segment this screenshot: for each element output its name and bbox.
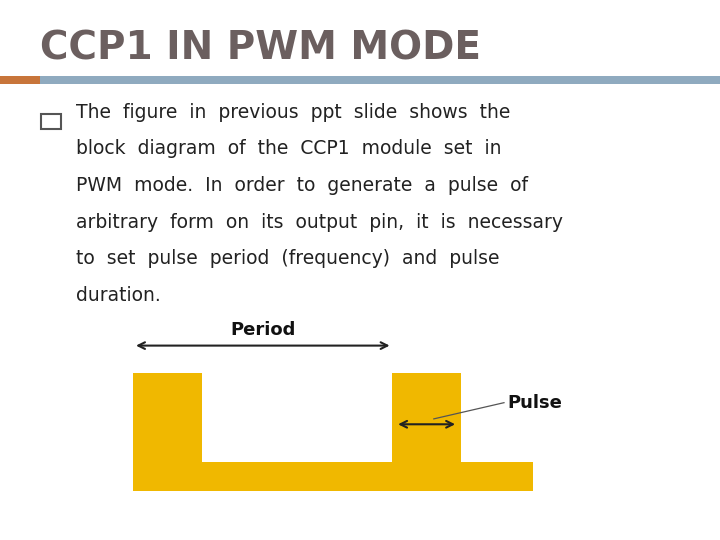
Text: PWM  mode.  In  order  to  generate  a  pulse  of: PWM mode. In order to generate a pulse o… (76, 176, 528, 195)
Bar (133, 462, 533, 491)
Text: The  figure  in  previous  ppt  slide  shows  the: The figure in previous ppt slide shows t… (76, 103, 510, 122)
Text: Pulse: Pulse (508, 394, 562, 411)
Bar (392, 373, 461, 462)
Text: Period: Period (230, 321, 295, 339)
Text: CCP1 IN PWM MODE: CCP1 IN PWM MODE (40, 30, 481, 68)
Bar (40, 76, 720, 84)
Text: arbitrary  form  on  its  output  pin,  it  is  necessary: arbitrary form on its output pin, it is … (76, 213, 562, 232)
Bar (133, 373, 202, 462)
Text: block  diagram  of  the  CCP1  module  set  in: block diagram of the CCP1 module set in (76, 139, 501, 158)
Text: duration.: duration. (76, 286, 161, 305)
Bar (41, 114, 61, 129)
Text: to  set  pulse  period  (frequency)  and  pulse: to set pulse period (frequency) and puls… (76, 249, 499, 268)
Bar (0, 76, 40, 84)
